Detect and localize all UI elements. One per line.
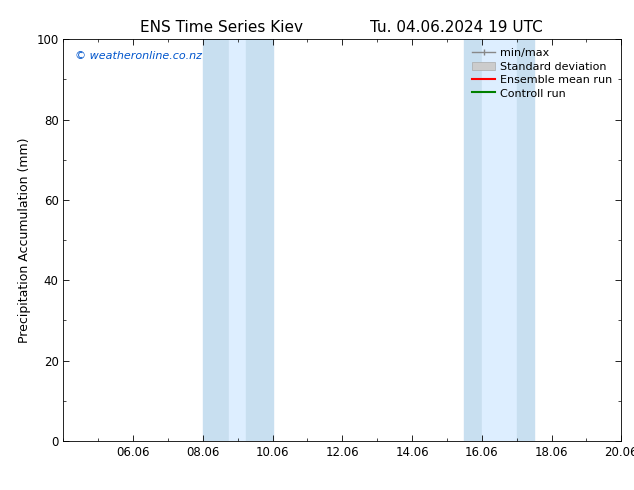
Text: ENS Time Series Kiev: ENS Time Series Kiev: [140, 20, 304, 35]
Legend: min/max, Standard deviation, Ensemble mean run, Controll run: min/max, Standard deviation, Ensemble me…: [469, 45, 616, 102]
Bar: [247, 39, 273, 441]
Bar: [464, 39, 482, 441]
Bar: [482, 39, 517, 441]
Bar: [229, 39, 247, 441]
Bar: [203, 39, 229, 441]
Bar: [517, 39, 534, 441]
Text: © weatheronline.co.nz: © weatheronline.co.nz: [75, 51, 202, 61]
Text: Tu. 04.06.2024 19 UTC: Tu. 04.06.2024 19 UTC: [370, 20, 543, 35]
Y-axis label: Precipitation Accumulation (mm): Precipitation Accumulation (mm): [18, 137, 30, 343]
